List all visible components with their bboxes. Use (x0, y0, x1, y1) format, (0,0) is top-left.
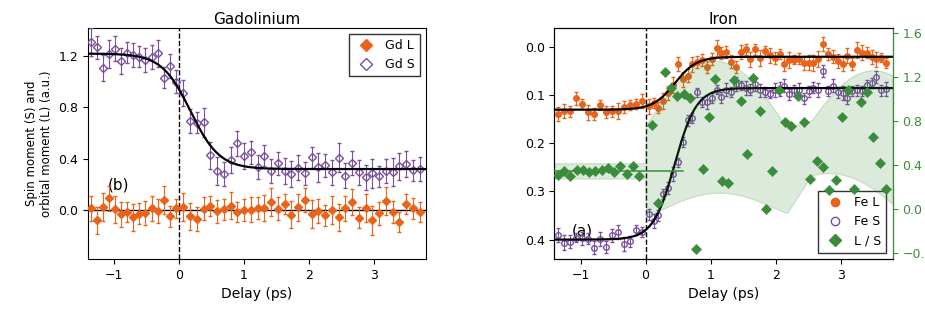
Text: (a): (a) (572, 224, 593, 239)
Y-axis label: Spin moment (S) and
orbital moment (L) (a.u.): Spin moment (S) and orbital moment (L) (… (25, 70, 53, 217)
Legend: Gd L, Gd S: Gd L, Gd S (349, 34, 420, 76)
Point (582, 170, 597, 175)
Point (847, 187, 862, 192)
Point (872, 161, 887, 166)
Point (676, 92, 691, 97)
Point (607, 169, 622, 174)
Point (625, 164, 640, 169)
Text: (b): (b) (108, 178, 130, 193)
Point (689, 247, 704, 252)
Point (809, 158, 824, 163)
Point (828, 178, 843, 183)
Point (771, 88, 786, 93)
Point (619, 172, 634, 177)
Legend: Fe L, Fe S, L / S: Fe L, Fe S, L / S (818, 191, 886, 253)
Point (708, 76, 722, 81)
Point (854, 99, 869, 104)
Point (803, 177, 818, 182)
Point (841, 87, 856, 92)
Point (721, 181, 735, 186)
Point (663, 86, 678, 91)
Point (569, 168, 584, 173)
Point (758, 207, 773, 212)
Point (557, 169, 572, 174)
Point (600, 166, 615, 171)
Point (790, 93, 805, 98)
Point (645, 123, 660, 128)
Point (821, 187, 836, 192)
Point (727, 78, 742, 83)
Point (778, 120, 793, 125)
Point (588, 168, 603, 173)
Title: Iron: Iron (709, 12, 738, 27)
Point (796, 120, 811, 125)
Point (765, 168, 780, 173)
Point (613, 164, 628, 169)
Point (670, 94, 684, 99)
Point (783, 123, 798, 128)
Point (714, 179, 729, 184)
Point (734, 98, 748, 103)
Point (562, 173, 577, 178)
Point (859, 90, 874, 95)
X-axis label: Delay (ps): Delay (ps) (221, 287, 292, 301)
Point (696, 166, 710, 171)
Point (834, 114, 849, 119)
Point (550, 173, 565, 178)
Point (683, 95, 697, 100)
Point (658, 69, 672, 74)
Point (879, 187, 894, 192)
Title: Gadolinium: Gadolinium (214, 12, 301, 27)
Point (651, 200, 666, 205)
Point (701, 114, 716, 119)
Point (594, 167, 609, 172)
Point (746, 76, 760, 81)
Point (752, 109, 767, 114)
Point (632, 174, 647, 179)
X-axis label: Delay (ps): Delay (ps) (688, 287, 759, 301)
Point (816, 165, 831, 170)
Point (739, 152, 754, 157)
Point (575, 168, 590, 173)
Point (866, 135, 881, 140)
